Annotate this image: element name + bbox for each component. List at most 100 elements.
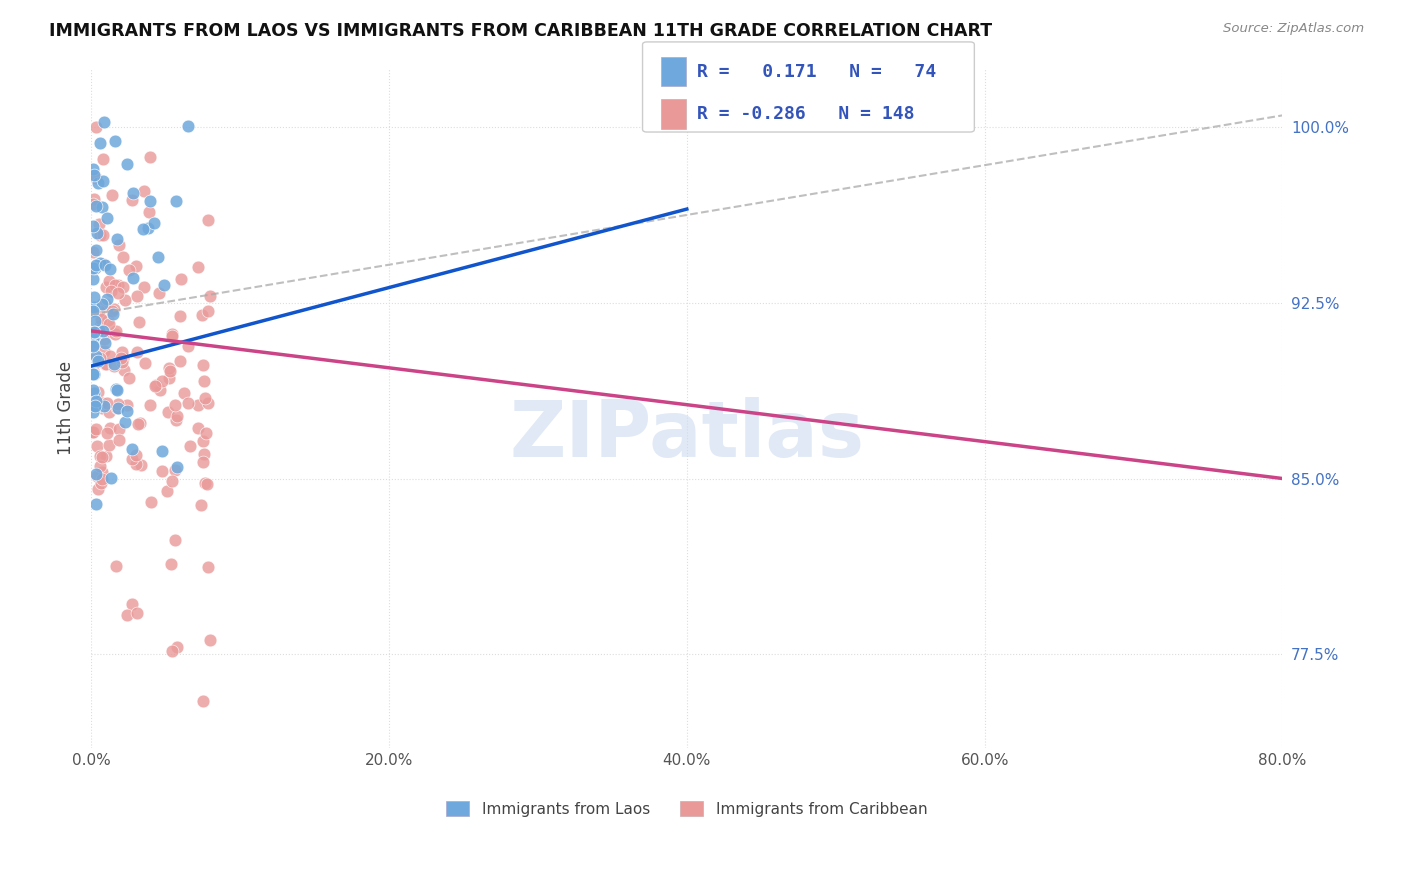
Point [166,640,188,655]
Point [165,463,187,477]
Point [103,301,125,316]
Point [96,211,118,225]
Point [191,455,214,469]
Point [125,458,148,472]
Point [82,383,104,397]
Point [82,367,104,381]
Point [118,371,141,385]
Point [112,363,135,377]
Point [121,271,143,285]
Point [82,261,104,276]
Point [159,371,181,385]
Point [87,384,110,399]
Point [194,475,217,490]
Point [107,232,129,246]
Point [118,263,141,277]
Point [132,184,155,198]
Point [90,465,112,479]
Point [82,338,104,352]
Point [83,330,105,344]
Point [114,293,136,308]
Point [157,361,180,376]
Point [98,262,121,277]
Point [96,425,118,440]
Point [86,467,108,482]
Text: R =   0.171   N =   74: R = 0.171 N = 74 [697,62,936,80]
Point [103,357,125,371]
Point [111,345,134,359]
Point [139,398,162,412]
Point [83,334,105,349]
Point [169,310,191,324]
Point [82,304,104,318]
Point [98,420,121,434]
Point [198,289,221,303]
Point [89,459,111,474]
Point [104,277,127,292]
Point [159,557,181,571]
Point [91,257,114,271]
Point [84,422,107,436]
Point [143,378,166,392]
Point [191,359,214,373]
Point [177,396,200,410]
Point [84,199,107,213]
Point [145,378,167,392]
Point [177,119,200,133]
Point [84,170,107,185]
Point [83,367,105,381]
Point [83,386,105,401]
Point [93,332,115,346]
Point [93,115,115,129]
Point [82,425,104,439]
Point [89,318,111,333]
Point [97,405,120,419]
Point [125,345,148,359]
Point [191,308,214,322]
Point [89,136,111,151]
Point [187,398,209,412]
Point [82,367,104,381]
Point [112,250,135,264]
Point [190,498,212,512]
Point [105,383,128,397]
Point [165,194,187,208]
Point [94,296,117,310]
Legend: Immigrants from Laos, Immigrants from Caribbean: Immigrants from Laos, Immigrants from Ca… [440,795,934,822]
Point [91,324,114,338]
Point [193,446,215,460]
Point [84,120,107,134]
Point [83,300,105,314]
Point [153,278,176,293]
Point [83,260,105,275]
Point [157,404,180,418]
Point [87,353,110,368]
Point [91,395,114,409]
Point [83,169,105,183]
Point [121,442,143,457]
Point [91,450,114,464]
Point [111,355,134,369]
Point [84,244,107,258]
Point [139,194,162,208]
Point [82,196,104,211]
Point [90,311,112,326]
Point [84,349,107,363]
Point [110,351,132,365]
Point [82,272,104,286]
Point [121,193,143,207]
Point [163,533,186,548]
Point [90,472,112,486]
Point [194,391,217,405]
Point [82,338,104,352]
Point [128,315,150,329]
Point [94,259,117,273]
Point [148,285,170,300]
Point [84,400,107,414]
Point [94,336,117,351]
Point [93,344,115,359]
Point [83,325,105,339]
Point [83,290,105,304]
Point [82,161,104,176]
Point [82,425,104,439]
